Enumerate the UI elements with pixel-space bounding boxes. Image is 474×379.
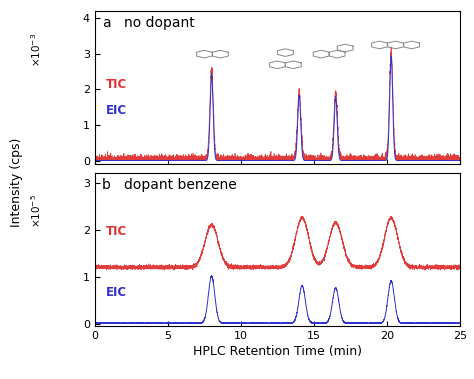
Text: a: a <box>102 16 111 30</box>
Text: TIC: TIC <box>106 78 127 91</box>
Text: no dopant: no dopant <box>124 16 195 30</box>
Text: EIC: EIC <box>106 286 127 299</box>
Text: $\times$10$^{-5}$: $\times$10$^{-5}$ <box>29 194 43 229</box>
Text: Intensity (cps): Intensity (cps) <box>10 137 23 227</box>
Text: $\times$10$^{-3}$: $\times$10$^{-3}$ <box>29 33 43 67</box>
Text: EIC: EIC <box>106 104 127 117</box>
Text: TIC: TIC <box>106 225 127 238</box>
Text: dopant benzene: dopant benzene <box>124 178 237 192</box>
Text: b: b <box>102 178 111 192</box>
X-axis label: HPLC Retention Time (min): HPLC Retention Time (min) <box>193 345 362 358</box>
